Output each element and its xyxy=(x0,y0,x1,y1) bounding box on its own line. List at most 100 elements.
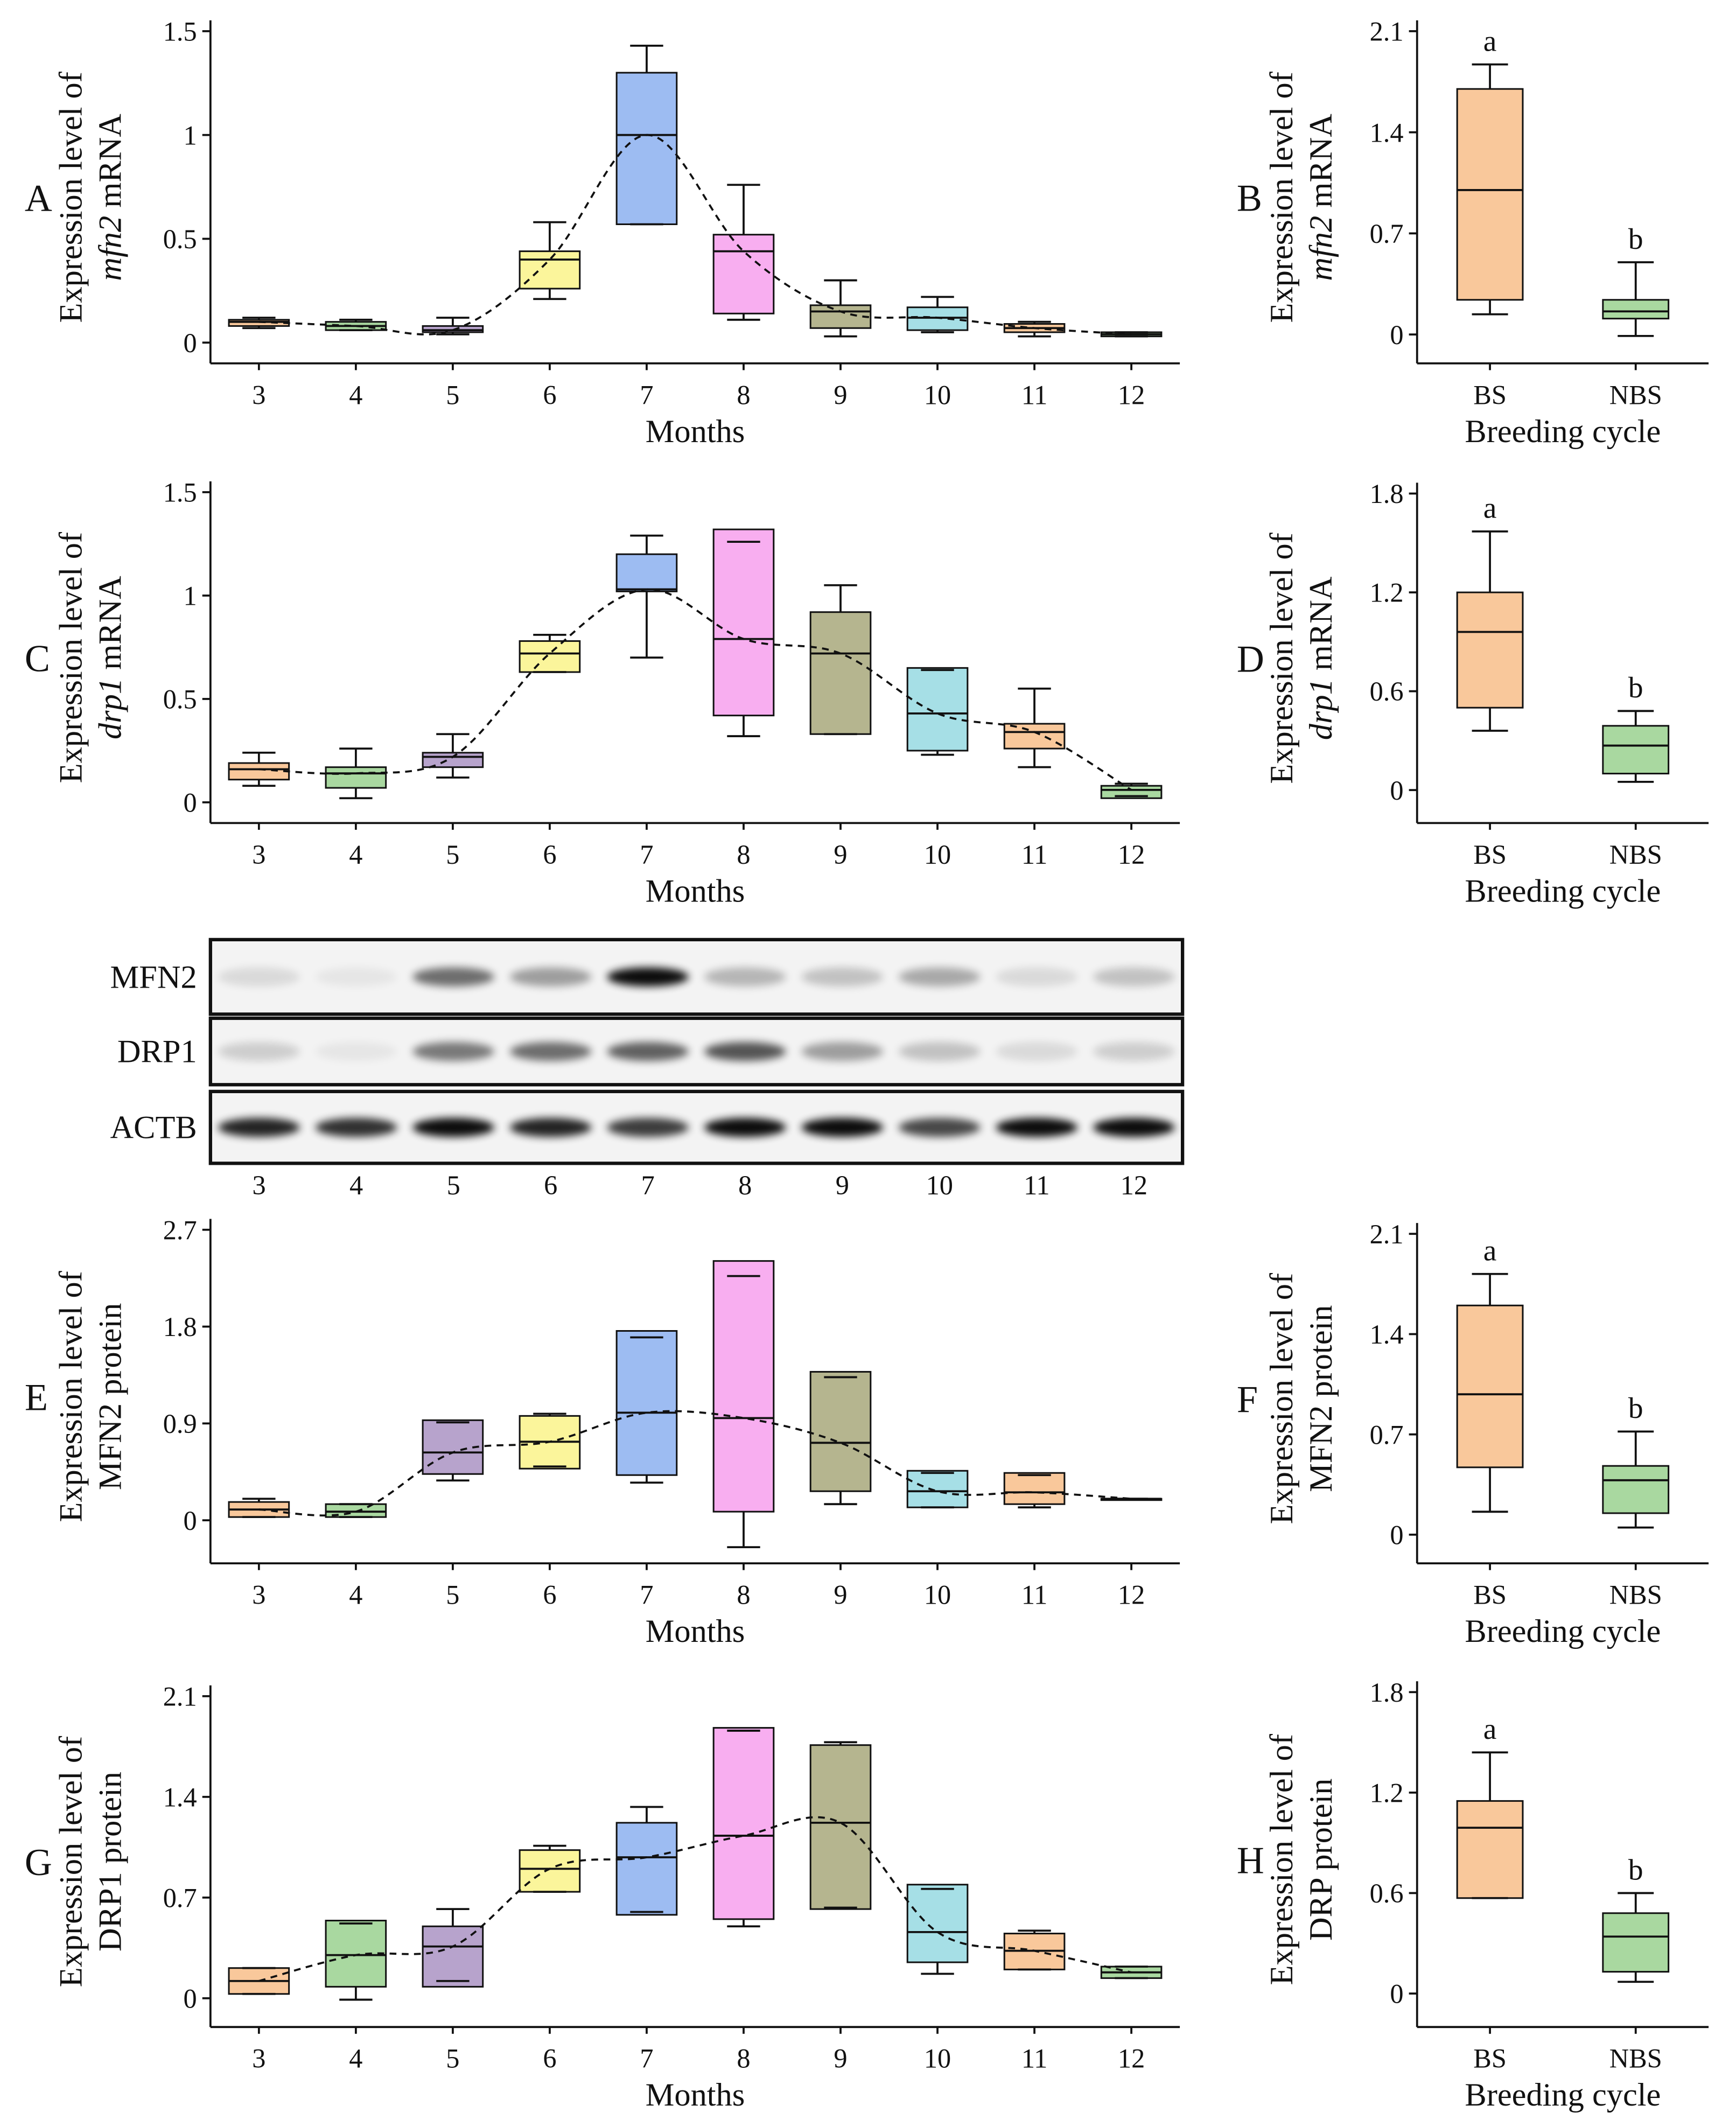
y-axis-label-part: DRP1 protein xyxy=(93,1772,129,1952)
box xyxy=(1003,1472,1066,1505)
x-tick-label: 4 xyxy=(349,380,362,410)
box xyxy=(712,1727,775,1920)
y-tick-label: 1.5 xyxy=(163,478,197,508)
x-tick-label: 3 xyxy=(252,840,265,870)
panel-label: E xyxy=(25,1377,48,1419)
lane-label: 10 xyxy=(926,1170,953,1200)
blot-band xyxy=(704,1117,786,1137)
y-axis-label: mfn2 mRNA xyxy=(93,114,129,281)
box xyxy=(1602,299,1670,320)
significance-letter: b xyxy=(1628,1391,1643,1424)
box xyxy=(1602,1465,1670,1514)
blot-band xyxy=(996,1041,1078,1061)
y-axis-label: Expression level of xyxy=(1264,1272,1300,1524)
x-tick-label: 3 xyxy=(252,380,265,410)
y-axis-label-part: Expression level of xyxy=(53,1736,89,1987)
lane-label: 4 xyxy=(349,1170,363,1200)
box xyxy=(519,640,581,673)
y-axis-label-part: Expression level of xyxy=(1264,1272,1300,1524)
lane-label: 8 xyxy=(738,1170,752,1200)
y-tick-label: 1.4 xyxy=(163,1782,197,1812)
y-axis-label-part: mfn2 xyxy=(93,216,129,281)
box xyxy=(228,319,290,327)
blot-band xyxy=(898,1117,981,1137)
y-tick-label: 0.7 xyxy=(1370,219,1404,249)
x-tick-label: 9 xyxy=(834,380,847,410)
x-tick-label: 4 xyxy=(349,1580,362,1610)
blot-band xyxy=(315,1117,397,1137)
blot-band xyxy=(996,1117,1078,1137)
box xyxy=(1456,1800,1524,1899)
y-axis-label: Expression level of xyxy=(53,1736,89,1987)
x-tick-label: 10 xyxy=(924,380,951,410)
y-tick-label: 2.1 xyxy=(1370,17,1404,47)
blot-band xyxy=(315,1041,397,1061)
x-tick-label: 5 xyxy=(446,380,459,410)
x-axis-label: Months xyxy=(646,1613,745,1649)
y-tick-label: 0 xyxy=(183,1983,197,2013)
blot-band xyxy=(801,967,884,987)
blot-row-label: ACTB xyxy=(110,1110,197,1146)
y-tick-label: 1 xyxy=(183,120,197,150)
box xyxy=(422,1925,484,1988)
y-tick-label: 0 xyxy=(1390,775,1403,806)
x-tick-label: NBS xyxy=(1609,840,1662,870)
y-tick-label: 0 xyxy=(1390,1520,1403,1550)
x-tick-label: 12 xyxy=(1118,380,1145,410)
y-axis-label-part: Expression level of xyxy=(1264,71,1300,323)
x-tick-label: 8 xyxy=(737,1580,750,1610)
trend-line xyxy=(258,588,1132,791)
y-tick-label: 1.2 xyxy=(1370,578,1404,608)
panel-label: B xyxy=(1237,178,1262,220)
x-tick-label: 12 xyxy=(1118,840,1145,870)
y-tick-label: 1.8 xyxy=(1370,479,1404,509)
y-axis-label: mfn2 mRNA xyxy=(1303,114,1339,281)
box xyxy=(906,1884,969,1963)
blot-band xyxy=(704,967,786,987)
panel-label: G xyxy=(25,1842,52,1884)
blot-band xyxy=(509,1117,592,1137)
blot-band xyxy=(315,967,397,987)
box xyxy=(519,250,581,290)
x-tick-label: 6 xyxy=(543,2044,556,2074)
y-axis-label: DRP protein xyxy=(1303,1778,1339,1940)
x-tick-label: 4 xyxy=(349,840,362,870)
box xyxy=(906,1470,969,1508)
y-axis-label: MFN2 protein xyxy=(93,1303,129,1490)
x-tick-label: 9 xyxy=(834,2044,847,2074)
lane-label: 6 xyxy=(544,1170,557,1200)
x-tick-label: 11 xyxy=(1021,2044,1047,2074)
blot-band xyxy=(218,1117,300,1137)
y-tick-label: 0.9 xyxy=(163,1409,197,1439)
blot-band xyxy=(412,1117,494,1137)
y-tick-label: 1.8 xyxy=(1370,1677,1404,1708)
blot-band xyxy=(607,1041,689,1061)
box xyxy=(422,752,484,768)
box xyxy=(615,553,678,592)
blot-band xyxy=(412,1041,494,1061)
y-axis-label: drp1 mRNA xyxy=(93,576,129,739)
x-axis-label: Months xyxy=(646,873,745,909)
y-tick-label: 0.5 xyxy=(163,684,197,715)
x-tick-label: 9 xyxy=(834,840,847,870)
y-tick-label: 0.7 xyxy=(163,1883,197,1913)
y-tick-label: 0.5 xyxy=(163,224,197,254)
y-axis-label-part: drp1 xyxy=(93,678,129,739)
box xyxy=(1456,591,1524,709)
y-axis-label: DRP1 protein xyxy=(93,1772,129,1952)
y-axis-label-part: Expression level of xyxy=(1264,532,1300,784)
box xyxy=(712,234,775,314)
x-tick-label: 6 xyxy=(543,380,556,410)
box xyxy=(228,762,290,781)
x-tick-label: NBS xyxy=(1609,1580,1662,1610)
blot-band xyxy=(1093,967,1175,987)
x-tick-label: 7 xyxy=(640,840,653,870)
box xyxy=(615,1822,678,1916)
x-tick-label: 7 xyxy=(640,380,653,410)
panel-label: F xyxy=(1237,1379,1258,1421)
y-axis-label: Expression level of xyxy=(53,1270,89,1522)
panel-label: H xyxy=(1237,1840,1264,1882)
y-axis-label-part: drp1 xyxy=(1303,679,1339,740)
significance-letter: a xyxy=(1483,24,1497,57)
x-tick-label: 6 xyxy=(543,1580,556,1610)
